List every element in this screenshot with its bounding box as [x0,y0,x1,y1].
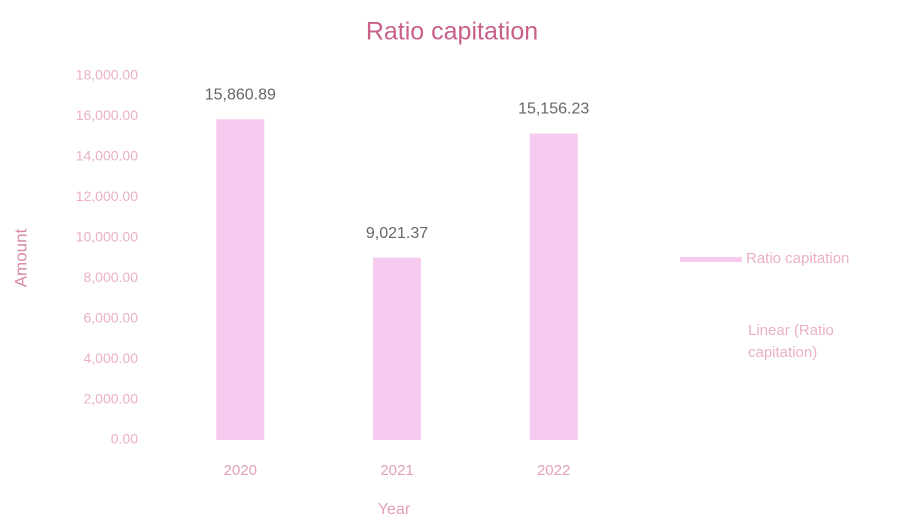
x-tick-label: 2022 [537,462,570,479]
y-tick-label: 12,000.00 [76,188,138,204]
data-label: 9,021.37 [366,225,428,242]
bar [373,257,421,440]
bar [529,133,578,440]
bar [216,119,265,440]
y-tick-label: 0.00 [111,431,138,447]
y-tick-label: 16,000.00 [76,107,138,123]
legend-entry: Ratio capitation [680,248,900,270]
y-tick-label: 14,000.00 [76,148,138,164]
x-tick-label: 2020 [224,462,257,479]
y-tick-label: 4,000.00 [84,350,139,366]
y-tick-label: 10,000.00 [76,228,138,244]
legend-label: Ratio capitation [746,250,850,267]
y-tick-label: 18,000.00 [76,67,138,83]
data-label: 15,860.89 [205,86,276,103]
x-tick-label: 2021 [380,462,413,479]
legend-swatch [680,256,742,262]
y-axis-title: Amount [11,228,30,287]
legend-label: Linear (Ratio capitation) [748,322,834,361]
legend-entry: Linear (Ratio capitation) [748,320,858,364]
y-tick-label: 8,000.00 [84,269,139,285]
chart-title: Ratio capitation [366,18,538,46]
data-label: 15,156.23 [518,101,589,118]
y-tick-label: 6,000.00 [84,309,139,325]
y-tick-label: 2,000.00 [84,390,139,406]
x-axis-title: Year [378,501,411,518]
